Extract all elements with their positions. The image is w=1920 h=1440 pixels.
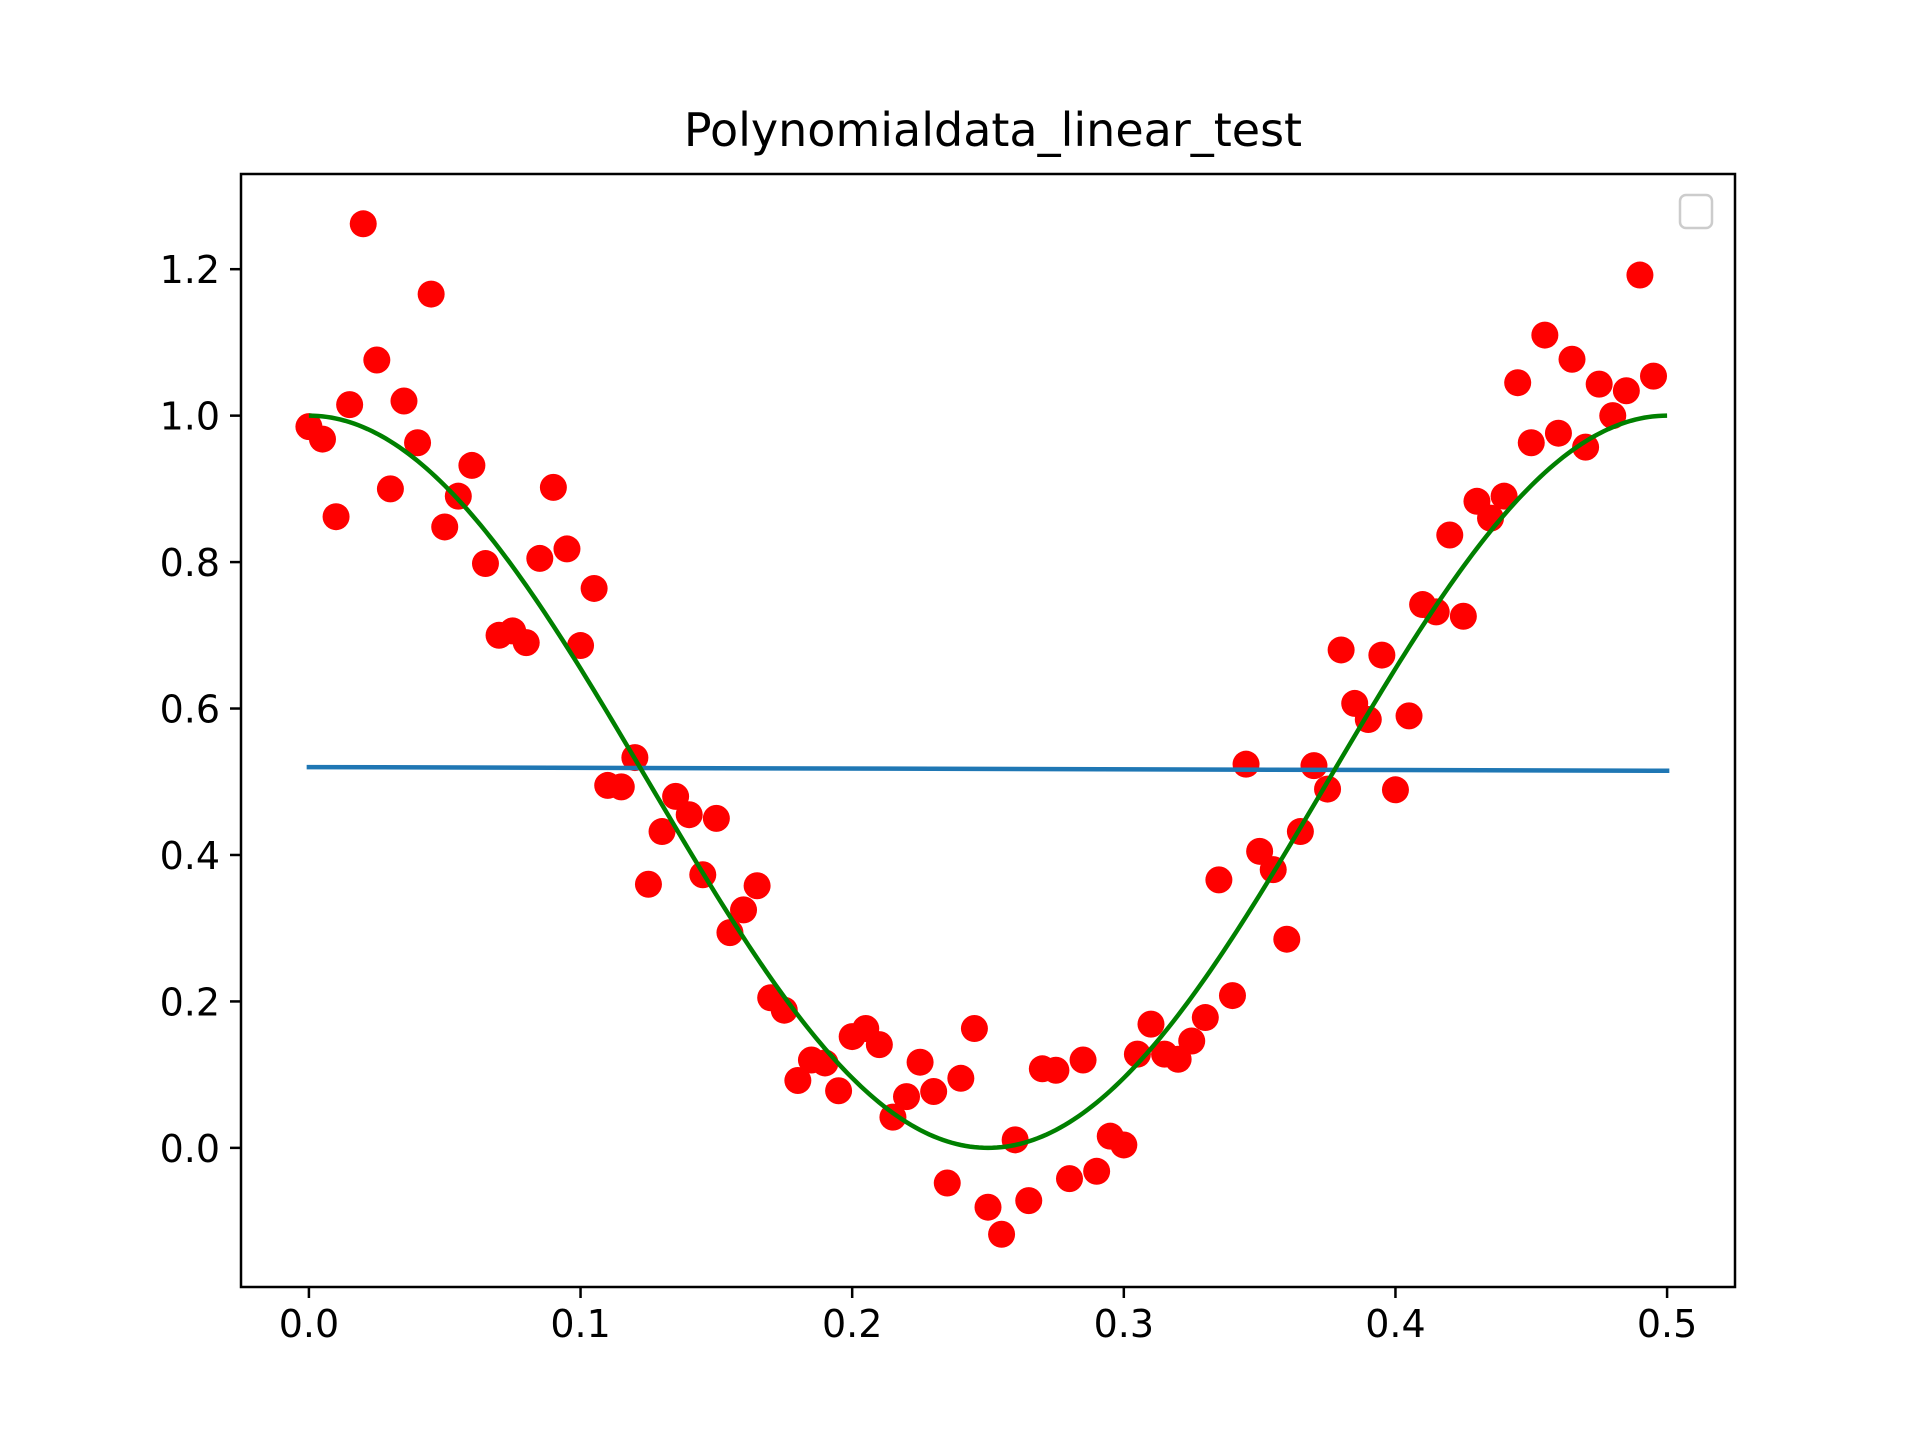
data-point-94 [1572,433,1600,461]
x-tick-label-5: 0.5 [1637,1302,1697,1346]
data-point-18 [539,473,567,501]
data-point-5 [363,346,391,374]
data-point-92 [1544,419,1572,447]
x-tick-label-4: 0.4 [1365,1302,1425,1346]
data-point-60 [1110,1131,1138,1159]
data-point-53 [1015,1187,1043,1215]
plot-area [295,210,1670,1248]
legend-box [1678,193,1714,230]
data-point-20 [567,632,595,660]
y-tick-label-1: 0.2 [160,980,220,1024]
data-point-48 [947,1064,975,1092]
data-point-39 [825,1077,853,1105]
data-point-56 [1055,1165,1083,1193]
plot-content [295,210,1670,1248]
data-point-13 [471,550,499,578]
axes: 0.0 0.1 0.2 0.3 0.4 0.5 0.0 0.2 0.4 0.6 0.8 1.0 1.2 [160,172,1737,1346]
chart-title: Polynomialdata_linear_test [684,103,1302,157]
data-point-9 [417,280,445,308]
x-tick-label-2: 0.2 [822,1302,882,1346]
data-point-45 [906,1048,934,1076]
data-point-89 [1504,369,1532,397]
data-point-46 [920,1077,948,1105]
x-tick-label-3: 0.3 [1094,1302,1154,1346]
data-point-97 [1612,377,1640,405]
data-point-91 [1531,321,1559,349]
data-point-42 [865,1031,893,1059]
data-point-1 [308,425,336,453]
data-point-33 [743,872,771,900]
data-point-23 [607,773,635,801]
data-point-69 [1232,750,1260,778]
y-tick-label-6: 1.2 [160,248,220,292]
data-point-62 [1137,1010,1165,1038]
true-curve-line [308,413,1668,1151]
data-point-12 [458,451,486,479]
data-point-76 [1327,636,1355,664]
data-point-49 [960,1015,988,1043]
data-point-16 [512,629,540,657]
data-point-93 [1558,345,1586,373]
data-point-2 [322,503,350,531]
data-point-74 [1300,752,1328,780]
data-point-8 [404,429,432,457]
data-point-30 [702,804,730,832]
data-point-4 [349,210,377,238]
data-point-61 [1123,1040,1151,1068]
data-point-66 [1191,1004,1219,1032]
axes-frame [239,172,1737,1289]
data-point-19 [553,535,581,563]
y-tick-label-3: 0.6 [160,688,220,732]
x-tick-label-0: 0.0 [279,1302,339,1346]
data-point-3 [336,391,364,419]
linear-fit-line [306,764,1670,774]
data-point-65 [1178,1027,1206,1055]
data-point-95 [1585,370,1613,398]
y-tick-label-5: 1.0 [160,395,220,439]
data-point-50 [974,1193,1002,1221]
data-point-32 [730,896,758,924]
y-tick-label-2: 0.4 [160,834,220,878]
data-point-6 [376,475,404,503]
data-point-81 [1395,702,1423,730]
data-point-7 [390,387,418,415]
data-point-17 [526,544,554,572]
data-point-38 [811,1049,839,1077]
data-point-98 [1626,261,1654,289]
data-point-25 [634,870,662,898]
data-point-36 [784,1067,812,1095]
x-tick-label-1: 0.1 [550,1302,610,1346]
y-tick-label-4: 0.8 [160,541,220,585]
data-point-52 [1001,1126,1029,1154]
data-point-68 [1218,982,1246,1010]
data-point-88 [1490,482,1518,510]
data-point-51 [988,1220,1016,1248]
data-point-67 [1205,866,1233,894]
data-point-55 [1042,1056,1070,1084]
data-point-28 [675,801,703,829]
data-point-80 [1381,776,1409,804]
data-point-85 [1449,602,1477,630]
data-point-57 [1069,1046,1097,1074]
data-point-99 [1640,362,1668,390]
data-point-21 [580,574,608,602]
data-point-84 [1436,521,1464,549]
data-point-79 [1368,641,1396,669]
data-point-90 [1517,429,1545,457]
y-tick-label-0: 0.0 [160,1127,220,1171]
data-point-26 [648,818,676,846]
data-point-10 [431,513,459,541]
data-point-44 [893,1083,921,1111]
data-point-47 [933,1169,961,1197]
data-point-58 [1083,1157,1111,1185]
data-point-72 [1273,925,1301,953]
